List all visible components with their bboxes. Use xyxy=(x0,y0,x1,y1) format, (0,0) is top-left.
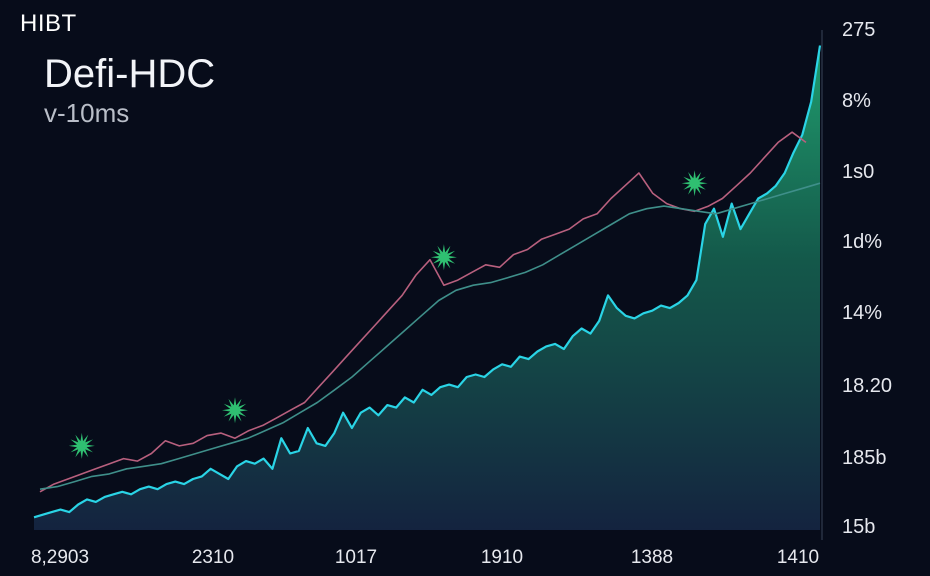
corner-label: HIBT xyxy=(20,10,77,37)
x-tick-label: 2310 xyxy=(191,547,235,568)
star-marker-icon xyxy=(430,244,457,271)
y-tick-label: 275 xyxy=(842,19,876,41)
star-marker-icon xyxy=(68,432,95,459)
area-series-layer xyxy=(33,45,822,530)
star-markers-layer xyxy=(68,170,708,459)
star-marker-icon xyxy=(222,397,248,424)
y-tick-label: 15b xyxy=(842,516,876,538)
x-tick-label: 8,2903 xyxy=(30,547,90,568)
line-series-layer xyxy=(39,131,821,493)
chart-subtitle: v-10ms xyxy=(44,98,130,128)
area-series-line xyxy=(33,45,822,519)
x-tick-label: 1017 xyxy=(334,547,378,568)
x-tick-label: 1388 xyxy=(630,547,674,568)
y-tick-label: 8% xyxy=(842,90,871,112)
y-tick-label: 14% xyxy=(842,302,883,324)
star-marker-icon xyxy=(681,170,708,197)
y-tick-label: 1s0 xyxy=(842,161,875,183)
series-line-2 xyxy=(39,182,821,490)
y-tick-label: 18.20 xyxy=(842,375,893,397)
y-tick-label: 185b xyxy=(842,447,887,469)
x-tick-label: 1410 xyxy=(776,547,820,568)
x-tick-label: 1910 xyxy=(480,547,524,568)
chart-title: Defi-HDC xyxy=(44,52,216,96)
area-fill xyxy=(34,45,820,530)
y-tick-label: 1d% xyxy=(842,231,883,253)
